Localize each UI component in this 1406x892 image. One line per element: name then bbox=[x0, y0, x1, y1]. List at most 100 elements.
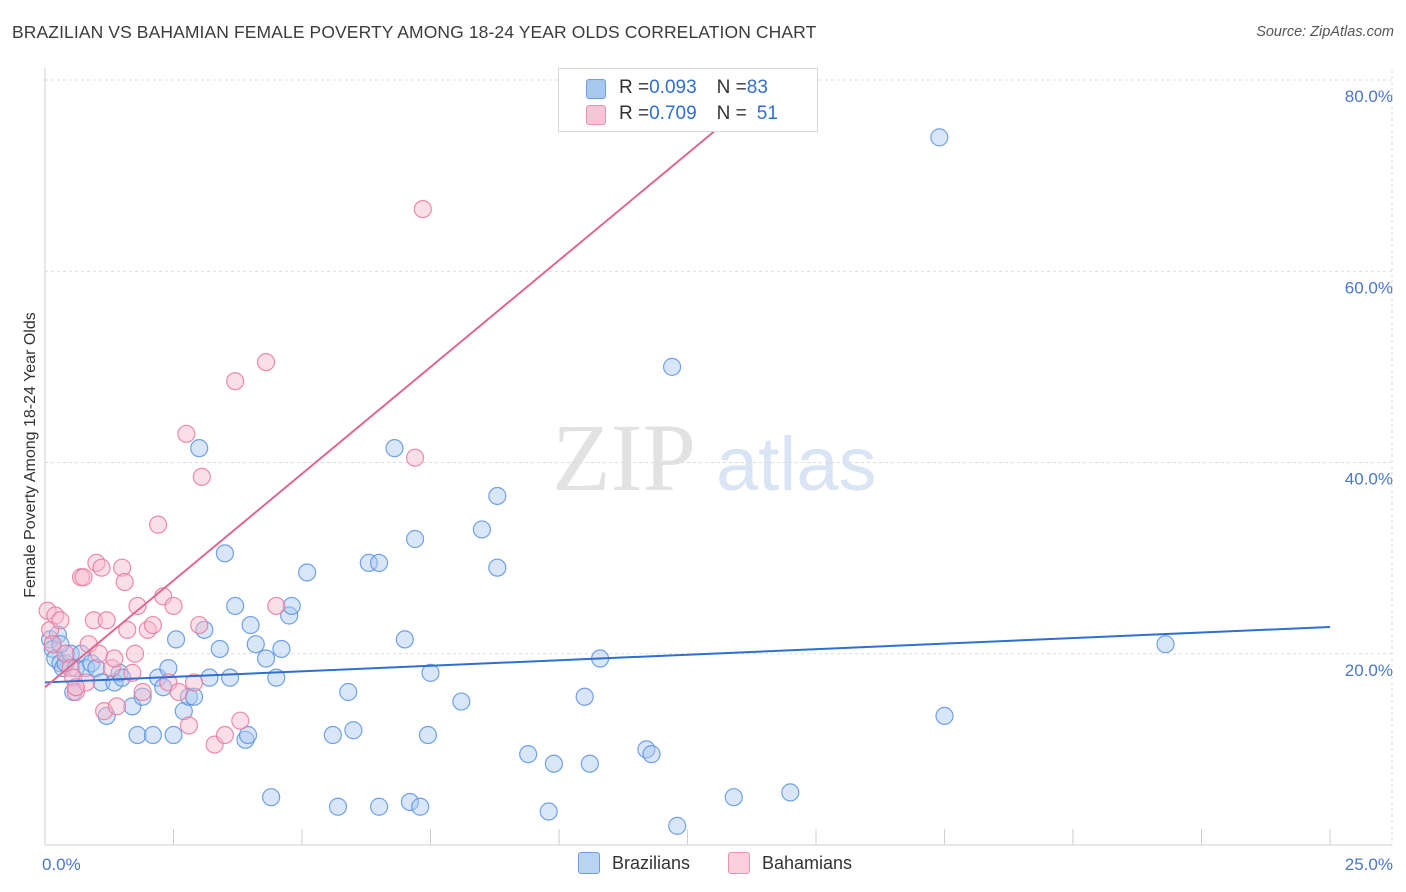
y-tick-label: 40.0% bbox=[1345, 470, 1393, 489]
data-point bbox=[92, 558, 111, 577]
data-point bbox=[668, 816, 687, 835]
data-point bbox=[344, 721, 363, 740]
data-point bbox=[143, 725, 163, 745]
data-point bbox=[231, 711, 250, 730]
data-point bbox=[107, 697, 127, 716]
data-point bbox=[724, 788, 743, 807]
axes bbox=[44, 68, 1392, 846]
data-point bbox=[298, 563, 317, 582]
data-point bbox=[246, 635, 265, 654]
data-point bbox=[112, 558, 132, 577]
data-point bbox=[472, 520, 491, 539]
data-point bbox=[51, 635, 70, 654]
data-point bbox=[105, 649, 124, 668]
data-point bbox=[267, 596, 286, 616]
data-point bbox=[575, 687, 594, 706]
data-point bbox=[179, 687, 199, 706]
data-point bbox=[123, 663, 142, 682]
bottom-legend-label-bahamians: Bahamians bbox=[762, 852, 853, 873]
data-point bbox=[519, 745, 538, 764]
data-point bbox=[133, 687, 152, 706]
data-point bbox=[359, 553, 378, 573]
watermark-zip: ZIP bbox=[552, 404, 696, 511]
bottom-legend-label-brazilians: Brazilians bbox=[612, 852, 691, 873]
data-point bbox=[190, 615, 209, 635]
legend-swatch-bahamians bbox=[586, 105, 606, 125]
data-point bbox=[421, 663, 440, 682]
x-tick-label: 25.0% bbox=[1345, 855, 1393, 874]
legend-row-bahamians: R = 0.709 N = 51 bbox=[586, 102, 778, 126]
brazilians-points bbox=[41, 128, 1175, 835]
trendlines bbox=[44, 88, 1331, 688]
data-point bbox=[92, 673, 111, 692]
y-tick-label: 20.0% bbox=[1345, 661, 1393, 680]
data-point bbox=[418, 725, 438, 745]
legend-r-value: 0.709 bbox=[649, 103, 697, 124]
legend-r-label: R = bbox=[619, 77, 650, 98]
data-point bbox=[256, 649, 276, 668]
data-point bbox=[642, 745, 661, 764]
data-point bbox=[84, 611, 103, 630]
data-point bbox=[97, 611, 116, 630]
data-point bbox=[544, 754, 563, 773]
data-point bbox=[413, 199, 432, 219]
legend-r-value: 0.093 bbox=[649, 77, 697, 98]
legend-swatch-brazilians bbox=[586, 79, 606, 99]
legend-n-value: 51 bbox=[756, 103, 778, 124]
bottom-legend-swatch-brazilians bbox=[578, 852, 600, 874]
legend-n-label: N = bbox=[716, 103, 747, 124]
chart-title: BRAZILIAN VS BAHAMIAN FEMALE POVERTY AMO… bbox=[12, 22, 817, 42]
data-point bbox=[339, 682, 358, 702]
data-point bbox=[781, 783, 800, 802]
y-tick-label: 80.0% bbox=[1345, 87, 1393, 106]
data-point bbox=[56, 644, 75, 663]
data-point bbox=[236, 730, 255, 749]
data-point bbox=[66, 678, 85, 697]
data-point bbox=[192, 467, 211, 486]
data-point bbox=[128, 596, 147, 616]
data-point bbox=[133, 682, 152, 702]
data-point bbox=[272, 639, 291, 659]
data-point bbox=[87, 658, 106, 678]
data-point bbox=[164, 596, 183, 616]
data-point bbox=[400, 792, 420, 812]
data-point bbox=[411, 797, 430, 816]
data-point bbox=[328, 797, 348, 816]
data-point bbox=[488, 486, 507, 506]
data-point bbox=[226, 596, 245, 616]
data-point bbox=[395, 630, 414, 649]
watermark: ZIP atlas bbox=[552, 404, 877, 511]
data-point bbox=[125, 644, 145, 663]
data-point bbox=[488, 558, 507, 577]
bahamians-points bbox=[38, 109, 610, 754]
data-point bbox=[215, 544, 234, 563]
data-point bbox=[323, 725, 342, 745]
data-point bbox=[190, 439, 209, 458]
data-point bbox=[210, 639, 229, 659]
data-point bbox=[115, 572, 134, 592]
data-point bbox=[43, 635, 62, 654]
bottom-legend-brazilians: Brazilians bbox=[578, 852, 690, 874]
legend-n-value: 83 bbox=[746, 77, 768, 98]
chart-source: Source: ZipAtlas.com bbox=[1256, 24, 1394, 40]
legend-row-brazilians: R = 0.093 N = 83 bbox=[586, 76, 768, 100]
data-point bbox=[238, 725, 258, 745]
data-point bbox=[405, 529, 425, 549]
data-point bbox=[164, 725, 183, 745]
data-point bbox=[169, 682, 188, 702]
data-point bbox=[220, 668, 240, 687]
data-point bbox=[184, 673, 204, 692]
tick-labels: 20.0% 40.0% 60.0% 80.0% 0.0% 25.0% bbox=[42, 87, 1393, 874]
legend-n-label: N = bbox=[716, 77, 747, 98]
data-point bbox=[174, 702, 193, 721]
data-point bbox=[370, 797, 389, 816]
data-point bbox=[200, 668, 219, 687]
data-point bbox=[256, 352, 276, 372]
data-point bbox=[405, 448, 425, 467]
y-tick-label: 60.0% bbox=[1345, 278, 1393, 297]
data-point bbox=[385, 439, 404, 458]
data-point bbox=[226, 372, 245, 391]
data-point bbox=[118, 620, 137, 639]
bottom-legend-swatch-bahamians bbox=[728, 852, 750, 874]
